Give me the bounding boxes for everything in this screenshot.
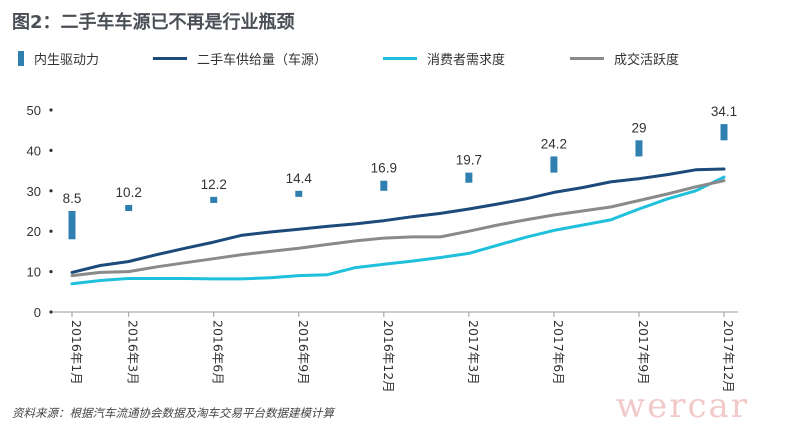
series-line-1 (70, 175, 726, 286)
bar-data-label: 34.1 (711, 104, 737, 119)
x-tick-label: 2016年1月 (69, 320, 84, 385)
bar-data-label: 12.2 (201, 177, 227, 192)
bar-mark (465, 172, 473, 183)
bar-mark (295, 190, 303, 197)
y-tick-dot (49, 148, 53, 152)
chart-title: 图2：二手车车源已不再是行业瓶颈 (12, 12, 295, 33)
bar-mark (720, 124, 728, 141)
bar-mark (550, 156, 558, 173)
bar-data-label: 16.9 (371, 161, 397, 176)
source-note: 资料来源：根据汽车流通协会数据及淘车交易平台数据建模计算 (12, 406, 334, 420)
x-tick-label: 2017年3月 (466, 320, 481, 385)
bar-data-label: 10.2 (116, 185, 142, 200)
legend-item-activity: 成交活跃度 (570, 46, 679, 70)
x-tick-label: 2016年12月 (381, 320, 396, 393)
bar-data-label: 29 (631, 120, 646, 135)
x-tick-label: 2016年9月 (296, 320, 311, 385)
legend-swatch-demand (383, 56, 417, 60)
y-tick-label: 30 (27, 184, 41, 199)
y-tick-label: 50 (27, 103, 41, 118)
x-tick-label: 2017年12月 (721, 320, 736, 393)
legend-swatch-bar (18, 50, 24, 66)
legend-item-bar: 内生驱动力 (18, 46, 99, 70)
legend-label-demand: 消费者需求度 (427, 52, 506, 68)
legend-swatch-supply (153, 56, 187, 60)
bar-mark (125, 204, 133, 211)
legend-item-demand: 消费者需求度 (383, 46, 505, 70)
series-line-2 (70, 179, 726, 278)
bar-data-label: 24.2 (541, 136, 567, 151)
bar-mark (380, 180, 388, 191)
x-tick-label: 2017年9月 (636, 320, 651, 385)
bar-data-label: 14.4 (286, 171, 313, 186)
y-tick-dot (49, 229, 53, 233)
watermark-text: wercar (616, 386, 750, 426)
y-tick-dot (49, 270, 53, 274)
bar-mark (210, 196, 218, 203)
bar-data-label: 8.5 (63, 191, 82, 206)
legend-label-supply: 二手车供给量（车源） (197, 52, 328, 68)
y-tick-dot (49, 108, 53, 112)
y-tick-dot (49, 189, 53, 193)
y-tick-label: 0 (34, 305, 41, 320)
legend: 内生驱动力 二手车供给量（车源） 消费者需求度 成交活跃度 (0, 46, 793, 70)
bar-data-label: 19.7 (456, 153, 482, 168)
legend-swatch-activity (570, 56, 604, 60)
x-tick-label: 2017年6月 (551, 320, 566, 385)
bar-mark (635, 140, 643, 157)
legend-item-supply: 二手车供给量（车源） (153, 46, 327, 70)
y-tick-dot (49, 310, 53, 314)
y-tick-label: 20 (27, 224, 41, 239)
y-tick-label: 40 (27, 143, 41, 158)
y-tick-label: 10 (27, 265, 41, 280)
legend-label-bar: 内生驱动力 (34, 52, 100, 68)
series-line-0 (70, 167, 726, 274)
bar-mark (68, 211, 76, 240)
x-tick-label: 2016年6月 (211, 320, 226, 385)
x-tick-label: 2016年3月 (126, 320, 141, 385)
legend-label-activity: 成交活跃度 (614, 52, 680, 68)
